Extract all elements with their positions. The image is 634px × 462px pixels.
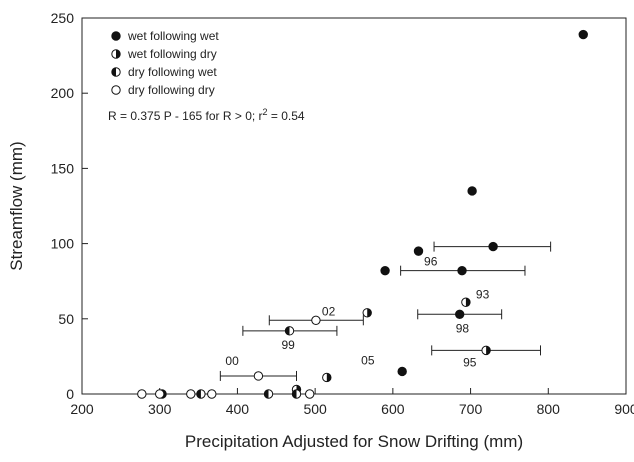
data-point-marker [397,366,407,377]
data-point-marker [311,315,321,326]
data-point-marker [380,265,390,276]
marker-half-fill [486,346,491,355]
marker-open [207,389,217,399]
x-tick-label: 700 [459,401,483,417]
data-point-marker [457,265,467,276]
data-point-marker [207,389,217,399]
data-point-marker [111,67,121,77]
point-label: 99 [281,338,295,352]
point-label: 95 [463,355,477,369]
regression-equation: R = 0.375 P - 165 for R > 0; r2 = 0.54 [108,107,305,123]
marker-filled [578,29,588,40]
y-tick-label: 0 [66,386,74,402]
x-tick-label: 400 [226,401,250,417]
y-tick-label: 200 [51,85,75,101]
marker-filled [380,265,390,276]
legend: wet following wet wet following dry dry fo… [111,29,219,97]
data-point-marker [196,389,206,399]
plot-frame [81,17,627,395]
marker-filled [467,186,477,196]
point-label: 02 [322,304,336,318]
data-point-marker [467,186,477,196]
data-point-marker [362,308,372,318]
x-tick-label: 300 [148,401,172,417]
data-point-marker [461,297,471,307]
data-points [137,29,588,399]
data-point-marker [155,389,165,399]
marker-open [186,389,196,399]
marker-filled [413,246,424,256]
marker-open [311,315,321,326]
marker-half-fill [285,326,290,336]
x-tick-label: 600 [381,401,405,417]
data-point-marker [263,389,274,399]
point-label: 93 [476,287,490,301]
data-point-marker [253,371,264,381]
marker-open [305,389,315,399]
legend-entry: wet following wet [127,29,219,43]
equation-superscript: 2 [263,107,268,117]
legend-entry: dry following wet [128,65,217,79]
equation-text: R = 0.375 P - 165 for R > 0; r [108,109,263,123]
y-axis-title: Streamflow (mm) [7,141,26,270]
marker-open [111,85,121,95]
data-point-marker [322,372,332,383]
marker-filled [397,366,407,377]
equation-tail: = 0.54 [268,109,305,123]
data-point-marker [111,85,121,95]
point-label: 96 [424,255,438,269]
data-point-marker [291,389,302,399]
x-tick-label: 800 [537,401,561,417]
marker-half-fill [116,49,121,59]
data-point-marker [137,389,147,399]
error-bars [219,241,552,381]
y-tick-label: 250 [51,10,75,26]
legend-entry: wet following dry [127,47,217,61]
marker-open [137,389,147,399]
x-tick-label: 500 [303,401,327,417]
marker-half-fill [264,389,269,399]
x-axis-title: Precipitation Adjusted for Snow Drifting… [185,432,523,451]
marker-filled [488,241,498,252]
point-label: 00 [225,354,239,368]
data-point-marker [186,389,196,399]
data-point-marker [305,389,315,399]
marker-half-fill [326,373,331,382]
data-point-marker [454,309,465,319]
data-point-marker [111,49,121,59]
data-point-marker [111,31,121,41]
data-point-marker [578,29,588,40]
marker-filled [111,31,121,41]
y-tick-label: 100 [51,236,75,252]
marker-half-fill [111,67,116,77]
data-point-marker [481,345,491,356]
data-point-marker [413,246,424,256]
y-tick-label: 150 [51,160,75,176]
data-point-marker [488,241,498,252]
marker-filled [454,309,465,319]
marker-half-fill [465,298,471,307]
point-label: 05 [361,353,375,367]
y-axis: 0 50 100 150 200 250 [51,10,88,402]
legend-entry: dry following dry [128,83,215,97]
point-label: 98 [456,321,470,335]
marker-open [253,371,264,381]
marker-open [155,389,165,399]
x-tick-label: 200 [70,401,94,417]
point-labels: 96 98 05 93 95 99 02 00 [225,255,489,370]
marker-half-fill [367,308,372,317]
marker-half-fill [292,389,297,399]
data-point-marker [284,326,295,336]
y-tick-label: 50 [58,311,74,327]
marker-filled [457,265,467,276]
x-tick-label: 900 [614,401,634,417]
marker-half-fill [196,389,201,399]
x-axis: 200 300 400 500 600 700 800 900 [70,388,634,417]
